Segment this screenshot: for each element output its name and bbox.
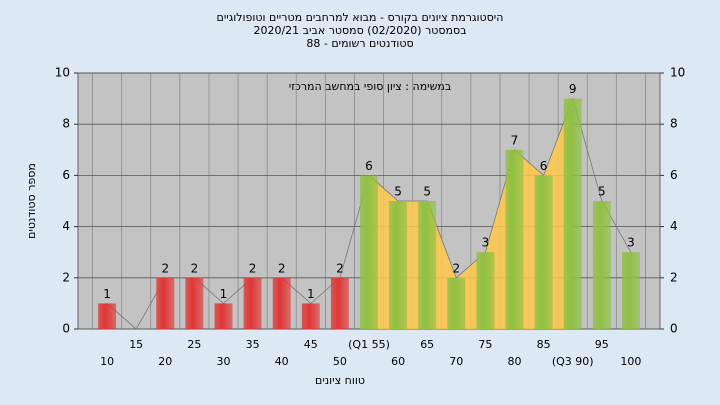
bar — [301, 303, 320, 329]
x-tick-label: 70 — [449, 355, 463, 368]
data-label: 1 — [307, 287, 315, 301]
bar — [621, 252, 640, 329]
x-tick-label: 40 — [275, 355, 289, 368]
y-tick-label-right: 8 — [670, 117, 678, 131]
data-label: 3 — [482, 236, 490, 250]
x-tick-label: 85 — [537, 338, 551, 351]
y-tick-label: 0 — [62, 322, 70, 336]
bar — [185, 277, 204, 329]
y-tick-label-right: 0 — [670, 322, 678, 336]
x-tick-label: 60 — [391, 355, 405, 368]
y-tick-label-right: 10 — [670, 66, 685, 80]
subtitle: במשימה : ציון סופי במחשב המרכזי — [289, 80, 452, 93]
x-tick-label: 15 — [129, 338, 143, 351]
y-tick-label-right: 2 — [670, 270, 678, 284]
x-tick-label: 75 — [478, 338, 492, 351]
x-tick-label: 30 — [217, 355, 231, 368]
data-label: 2 — [161, 261, 169, 275]
bar — [243, 277, 262, 329]
chart-title: סטודנטים רשומים - 88 — [306, 37, 413, 50]
y-tick-label: 6 — [62, 168, 70, 182]
x-tick-label: 10 — [100, 355, 114, 368]
data-label: 2 — [191, 261, 199, 275]
bar — [563, 98, 582, 329]
data-label: 1 — [103, 287, 111, 301]
data-label: 5 — [423, 185, 431, 199]
data-label: 3 — [627, 236, 635, 250]
data-label: 7 — [511, 133, 519, 147]
y-tick-label: 4 — [62, 219, 70, 233]
data-label: 2 — [249, 261, 257, 275]
bar — [476, 252, 495, 329]
bar — [98, 303, 117, 329]
bar — [534, 175, 553, 329]
y-tick-label-right: 4 — [670, 219, 678, 233]
x-tick-label: 25 — [187, 338, 201, 351]
chart-title: בסמסטר (02/2020) סמסטר אביב 2020/21 — [253, 24, 466, 37]
y-tick-label: 8 — [62, 117, 70, 131]
x-tick-label: 95 — [595, 338, 609, 351]
data-label: 1 — [220, 287, 228, 301]
bar — [156, 277, 175, 329]
chart-title: היסטוגרמת ציונים בקורס - מבוא למרחבים מט… — [217, 11, 504, 24]
x-tick-label: 20 — [158, 355, 172, 368]
data-label: 5 — [598, 185, 606, 199]
x-tick-label: (Q1 55) — [348, 338, 390, 351]
x-tick-label: 100 — [620, 355, 641, 368]
y-tick-label-right: 6 — [670, 168, 678, 182]
bar — [360, 175, 378, 329]
x-tick-label: 50 — [333, 355, 347, 368]
y-tick-label: 10 — [55, 66, 70, 80]
bar — [330, 277, 349, 329]
x-tick-label: 45 — [304, 338, 318, 351]
data-label: 9 — [569, 82, 577, 96]
data-label: 2 — [452, 261, 460, 275]
bar — [214, 303, 233, 329]
y-axis-label: מספר סטודנטים — [25, 163, 38, 239]
bar — [505, 149, 524, 329]
x-tick-label: 65 — [420, 338, 434, 351]
data-label: 6 — [365, 159, 373, 173]
x-tick-label: 35 — [246, 338, 260, 351]
data-label: 2 — [336, 261, 344, 275]
x-tick-label: 80 — [508, 355, 522, 368]
bar — [592, 201, 611, 329]
y-tick-label: 2 — [62, 270, 70, 284]
x-tick-label: (Q3 90) — [552, 355, 594, 368]
data-label: 5 — [394, 185, 402, 199]
bar — [447, 277, 466, 329]
x-axis-label: טווח ציונים — [315, 374, 365, 387]
bar — [389, 201, 408, 329]
bar — [418, 201, 437, 329]
bar — [272, 277, 291, 329]
data-label: 6 — [540, 159, 548, 173]
data-label: 2 — [278, 261, 286, 275]
